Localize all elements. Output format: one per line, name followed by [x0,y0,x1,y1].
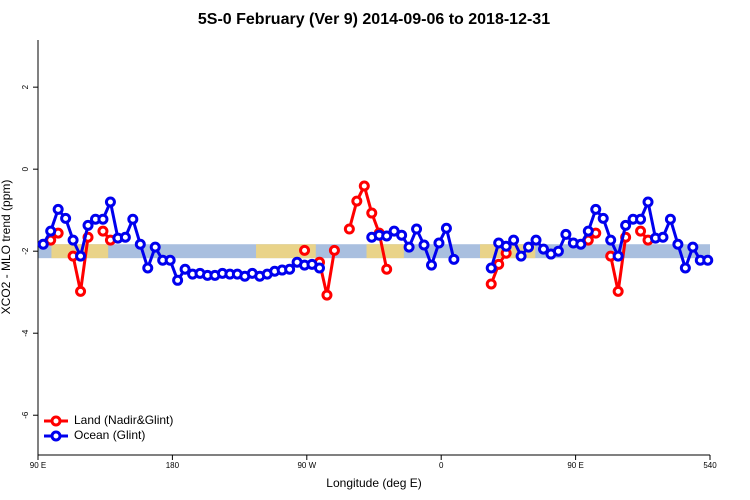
data-point [523,241,535,253]
data-point [60,212,72,224]
data-point [530,234,542,246]
data-point [45,225,57,237]
data-point [612,285,624,297]
data-point [381,230,393,242]
data-point [590,203,602,215]
data-point [485,262,497,274]
data-point [425,259,437,271]
legend: Land (Nadir&Glint)Ocean (Glint) [44,413,173,442]
data-point [351,195,363,207]
data-point [702,254,714,266]
data-point [448,253,460,265]
data-point [508,234,520,246]
y-tick-label: -4 [21,329,30,337]
data-point [411,223,423,235]
data-point [418,239,430,251]
data-point [664,213,676,225]
x-tick-label: 540 [703,461,717,470]
data-point [605,234,617,246]
data-point [396,229,408,241]
data-point [321,289,333,301]
data-point [67,234,79,246]
data-point [119,231,131,243]
data-point [142,262,154,274]
data-point [560,228,572,240]
legend-marker [50,430,62,442]
data-point [537,243,549,255]
y-tick-label: -6 [21,411,30,419]
data-point [179,263,191,275]
data-point [620,219,632,231]
data-point [642,196,654,208]
legend-label: Ocean (Glint) [74,428,145,442]
legend-label: Land (Nadir&Glint) [74,413,173,427]
x-axis-label: Longitude (deg E) [326,476,421,490]
data-point [440,222,452,234]
x-tick-label: 180 [166,461,180,470]
data-point [500,240,512,252]
chart-title: 5S-0 February (Ver 9) 2014-09-06 to 2018… [198,11,550,28]
data-point [343,223,355,235]
data-point [299,244,311,256]
x-tick-label: 0 [439,461,444,470]
data-point [82,219,94,231]
data-point [381,263,393,275]
data-point [52,203,64,215]
data-point [104,196,116,208]
data-point [358,180,370,192]
data-point [679,262,691,274]
x-tick-label: 90 E [30,461,46,470]
data-point [612,250,624,262]
data-point [433,237,445,249]
data-point [134,238,146,250]
data-point [284,263,296,275]
y-tick-label: 2 [21,84,30,89]
data-point [75,285,87,297]
data-point [37,238,49,250]
data-point [515,250,527,262]
data-point [657,231,669,243]
data-point [582,225,594,237]
y-axis-label: XCO2 - MLO trend (ppm) [0,180,13,315]
data-point [687,241,699,253]
data-point [635,213,647,225]
legend-marker [50,415,62,427]
data-point [172,274,184,286]
data-point [403,241,415,253]
data-point [313,262,325,274]
data-point [149,241,161,253]
data-point [597,212,609,224]
data-point [485,278,497,290]
data-point [635,225,647,237]
data-point [552,245,564,257]
data-point [97,213,109,225]
x-tick-label: 90 E [567,461,583,470]
data-point [127,213,139,225]
data-point [328,244,340,256]
data-point [75,250,87,262]
y-tick-label: -2 [21,247,30,255]
data-point [575,238,587,250]
y-tick-label: 0 [21,166,30,171]
land-segment [366,244,404,259]
data-point [366,207,378,219]
data-point [164,254,176,266]
data-point [672,238,684,250]
data-point [97,225,109,237]
x-tick-label: 90 W [297,461,316,470]
